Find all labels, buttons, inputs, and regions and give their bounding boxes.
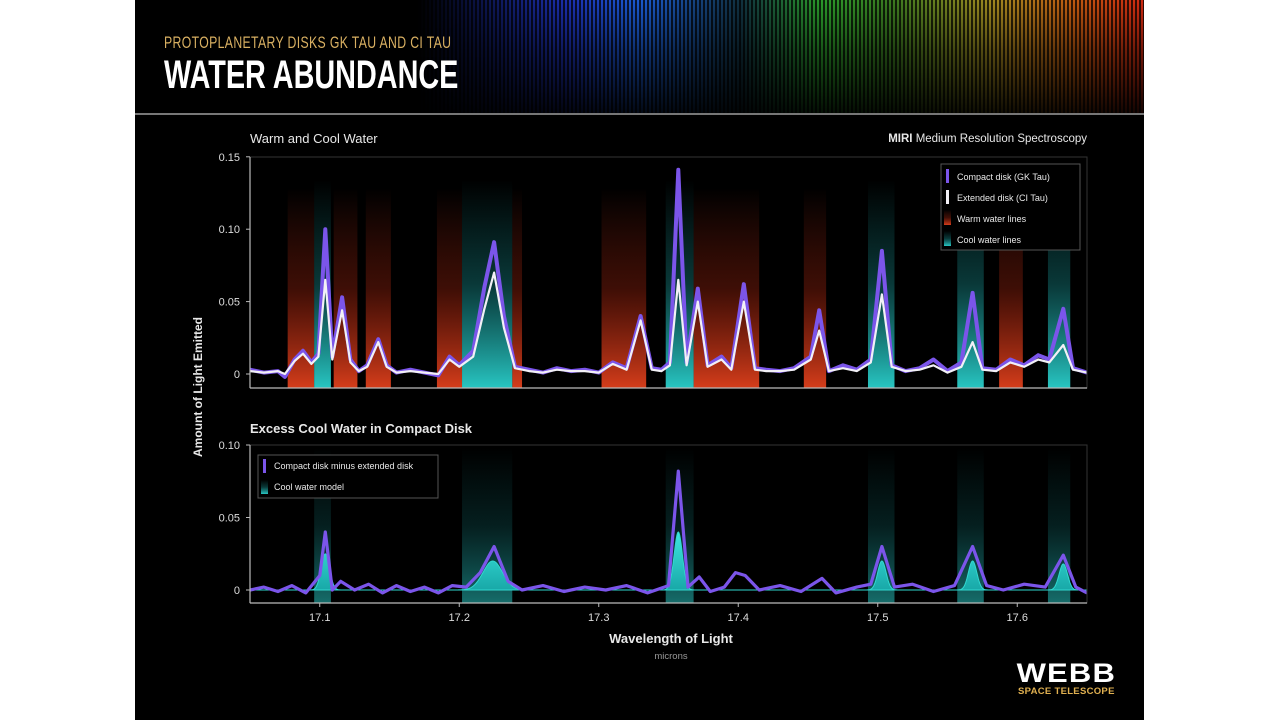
x-tick-label: 17.2: [449, 612, 470, 624]
difference-line: [250, 469, 1087, 595]
x-tick-label: 17.1: [309, 612, 330, 624]
y-tick-label: 0: [234, 585, 240, 597]
extended-disk-line: [250, 271, 1087, 376]
x-tick-label: 17.6: [1007, 612, 1028, 624]
legend-swatch-model: [261, 480, 268, 494]
top-chart-title: Warm and Cool Water: [250, 131, 378, 146]
x-tick-label: 17.5: [867, 612, 888, 624]
warm-water-band: [693, 188, 760, 388]
legend-swatch-difference: [263, 459, 266, 473]
legend-label-compact: Compact disk (GK Tau): [957, 172, 1050, 182]
bottom-chart-title: Excess Cool Water in Compact Disk: [250, 421, 473, 436]
legend-swatch-compact: [946, 169, 949, 183]
logo-tagline: SPACE TELESCOPE: [1018, 686, 1115, 697]
cool-water-band: [1047, 448, 1071, 603]
legend-bottom: Compact disk minus extended disk Cool wa…: [257, 454, 439, 499]
spectrum-stripes: [135, 0, 1144, 113]
warm-water-band: [512, 188, 523, 388]
legend-swatch-extended: [946, 190, 949, 204]
y-tick-label: 0.15: [219, 152, 240, 164]
instrument-mode: Medium Resolution Spectroscopy: [915, 133, 1087, 145]
warm-water-band: [333, 188, 358, 388]
header-subtitle: PROTOPLANETARY DISKS GK TAU AND CI TAU: [164, 33, 452, 52]
legend-swatch-cool: [944, 231, 951, 246]
warm-water-band: [601, 188, 647, 388]
y-tick-label: 0: [234, 369, 240, 381]
logo-wordmark: WEBB: [1016, 658, 1117, 688]
x-tick-label: 17.3: [588, 612, 609, 624]
y-tick-label: 0.05: [219, 297, 240, 309]
instrument-label: MIRI Medium Resolution Spectroscopy: [888, 133, 1087, 145]
instrument-name: MIRI: [888, 133, 913, 145]
header-title: WATER ABUNDANCE: [164, 53, 459, 97]
legend-label-cool: Cool water lines: [957, 235, 1022, 245]
header-banner: [135, 0, 1144, 115]
legend-label-warm: Warm water lines: [957, 214, 1027, 224]
x-axis-label: Wavelength of Light: [609, 631, 733, 646]
legend-top: Compact disk (GK Tau) Extended disk (CI …: [940, 163, 1081, 251]
legend-label-model: Cool water model: [274, 482, 344, 492]
y-tick-label: 0.10: [219, 224, 240, 236]
webb-logo: WEBB SPACE TELESCOPE: [1017, 660, 1115, 698]
x-axis-unit: microns: [654, 651, 688, 662]
legend-swatch-warm: [944, 210, 951, 225]
y-tick-label: 0.05: [219, 513, 240, 525]
x-tick-label: 17.4: [728, 612, 749, 624]
legend-label-difference: Compact disk minus extended disk: [274, 461, 414, 471]
y-tick-label: 0.10: [219, 440, 240, 452]
legend-label-extended: Extended disk (CI Tau): [957, 193, 1048, 203]
